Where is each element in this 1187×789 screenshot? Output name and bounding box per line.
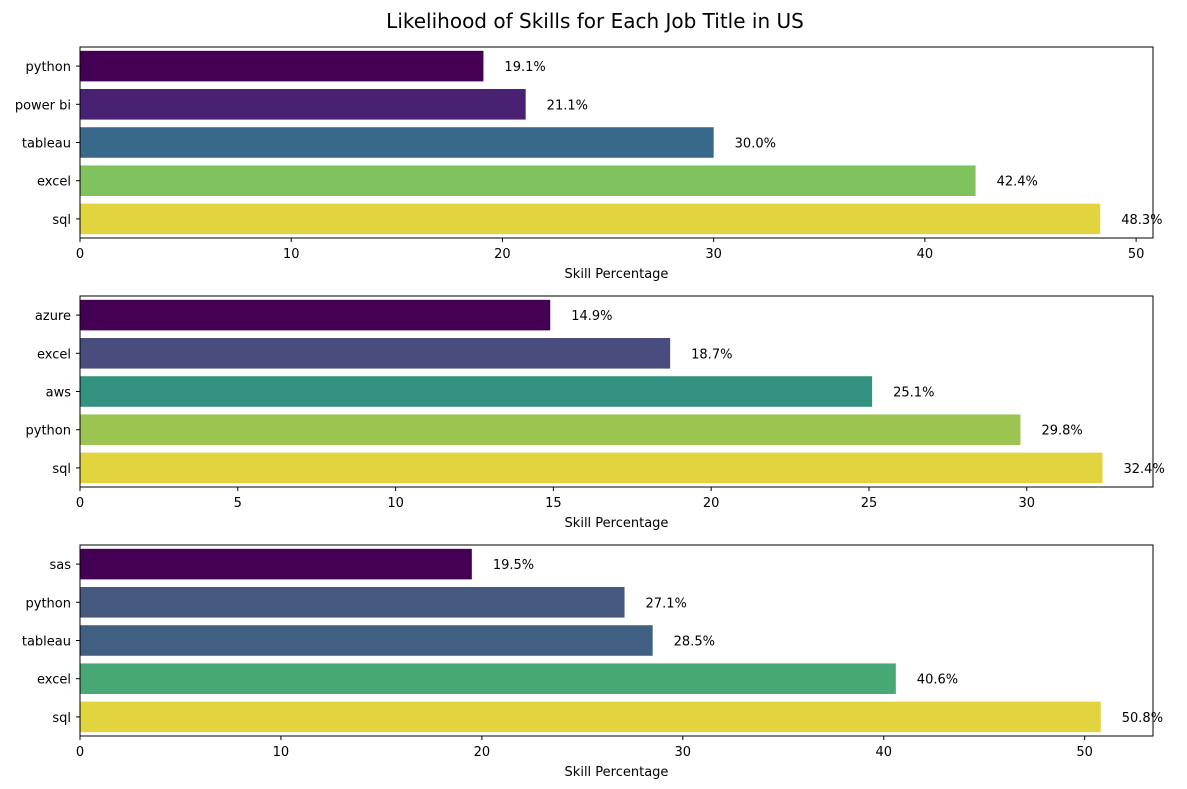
y-tick-label: sql (52, 711, 71, 726)
y-tick-label: sql (52, 213, 71, 228)
bar-value-label: 40.6% (917, 673, 958, 688)
x-tick-label: 30 (705, 247, 722, 262)
bar-value-label: 30.0% (735, 137, 776, 152)
x-tick-label: 40 (875, 745, 892, 760)
figure-title: Likelihood of Skills for Each Job Title … (386, 9, 804, 33)
x-tick-label: 0 (76, 496, 84, 511)
axes-frame (79, 295, 1154, 488)
x-tick-label: 20 (703, 496, 720, 511)
bar-value-label: 48.3% (1121, 213, 1162, 228)
bar-value-label: 19.5% (493, 558, 534, 573)
bar-value-label: 19.1% (504, 60, 545, 75)
y-tick-label: azure (35, 309, 71, 324)
bar-value-label: 27.1% (646, 596, 687, 611)
bar-tableau (80, 127, 714, 158)
x-tick-label: 30 (1018, 496, 1035, 511)
bar-value-label: 50.8% (1122, 711, 1163, 726)
bar-python (80, 414, 1021, 445)
y-tick-label: python (26, 60, 71, 75)
bar-sql (80, 452, 1103, 484)
bar-sas (80, 548, 472, 580)
y-tick-label: sas (49, 558, 71, 573)
bar-excel (80, 663, 896, 694)
x-tick-label: 50 (1076, 745, 1093, 760)
x-tick-label: 0 (76, 247, 84, 262)
y-tick-label: python (26, 596, 71, 611)
x-tick-label: 10 (273, 745, 290, 760)
y-tick-label: aws (46, 386, 72, 401)
x-axis-label: Skill Percentage (565, 516, 669, 531)
y-tick-label: power bi (15, 98, 71, 113)
x-tick-label: 50 (1128, 247, 1145, 262)
chart-panel-3: 19.5% sas 27.1% python 28.5% tableau 40.6% exce… (22, 544, 1163, 780)
bar-value-label: 14.9% (571, 309, 612, 324)
y-tick-label: tableau (22, 137, 71, 152)
x-tick-label: 10 (387, 496, 404, 511)
bar-value-label: 32.4% (1124, 462, 1165, 477)
bar-sql (80, 701, 1101, 733)
bar-excel (80, 338, 671, 369)
bar-python (80, 587, 625, 618)
bar-tableau (80, 625, 653, 656)
y-tick-label: sql (52, 462, 71, 477)
bar-excel (80, 165, 976, 196)
bar-azure (80, 299, 551, 331)
bar-value-label: 29.8% (1041, 424, 1082, 439)
bar-python (80, 50, 484, 82)
x-axis-label: Skill Percentage (565, 267, 669, 282)
x-tick-label: 15 (545, 496, 562, 511)
x-tick-label: 20 (494, 247, 511, 262)
x-tick-label: 40 (917, 247, 934, 262)
bar-value-label: 18.7% (691, 347, 732, 362)
x-tick-label: 20 (474, 745, 491, 760)
x-tick-label: 10 (283, 247, 300, 262)
x-tick-label: 0 (76, 745, 84, 760)
x-tick-label: 25 (861, 496, 878, 511)
bar-value-label: 25.1% (893, 386, 934, 401)
x-tick-label: 30 (675, 745, 692, 760)
y-tick-label: excel (37, 673, 71, 688)
x-axis-label: Skill Percentage (565, 765, 669, 780)
axes-frame (79, 544, 1154, 737)
axes-frame (79, 46, 1154, 239)
bar-sql (80, 203, 1101, 235)
x-tick-label: 5 (234, 496, 242, 511)
bar-value-label: 28.5% (674, 635, 715, 650)
chart-panel-1: 19.1% python 21.1% power bi 30.0% tableau 42.4… (15, 46, 1163, 282)
y-tick-label: python (26, 424, 71, 439)
bar-aws (80, 376, 873, 407)
bar-value-label: 21.1% (547, 98, 588, 113)
y-tick-label: excel (37, 175, 71, 190)
chart-panel-2: 14.9% azure 18.7% excel 25.1% aws 29.8% python 3… (26, 295, 1165, 531)
y-tick-label: excel (37, 347, 71, 362)
bar-value-label: 42.4% (997, 175, 1038, 190)
bar-power-bi (80, 89, 526, 120)
y-tick-label: tableau (22, 635, 71, 650)
